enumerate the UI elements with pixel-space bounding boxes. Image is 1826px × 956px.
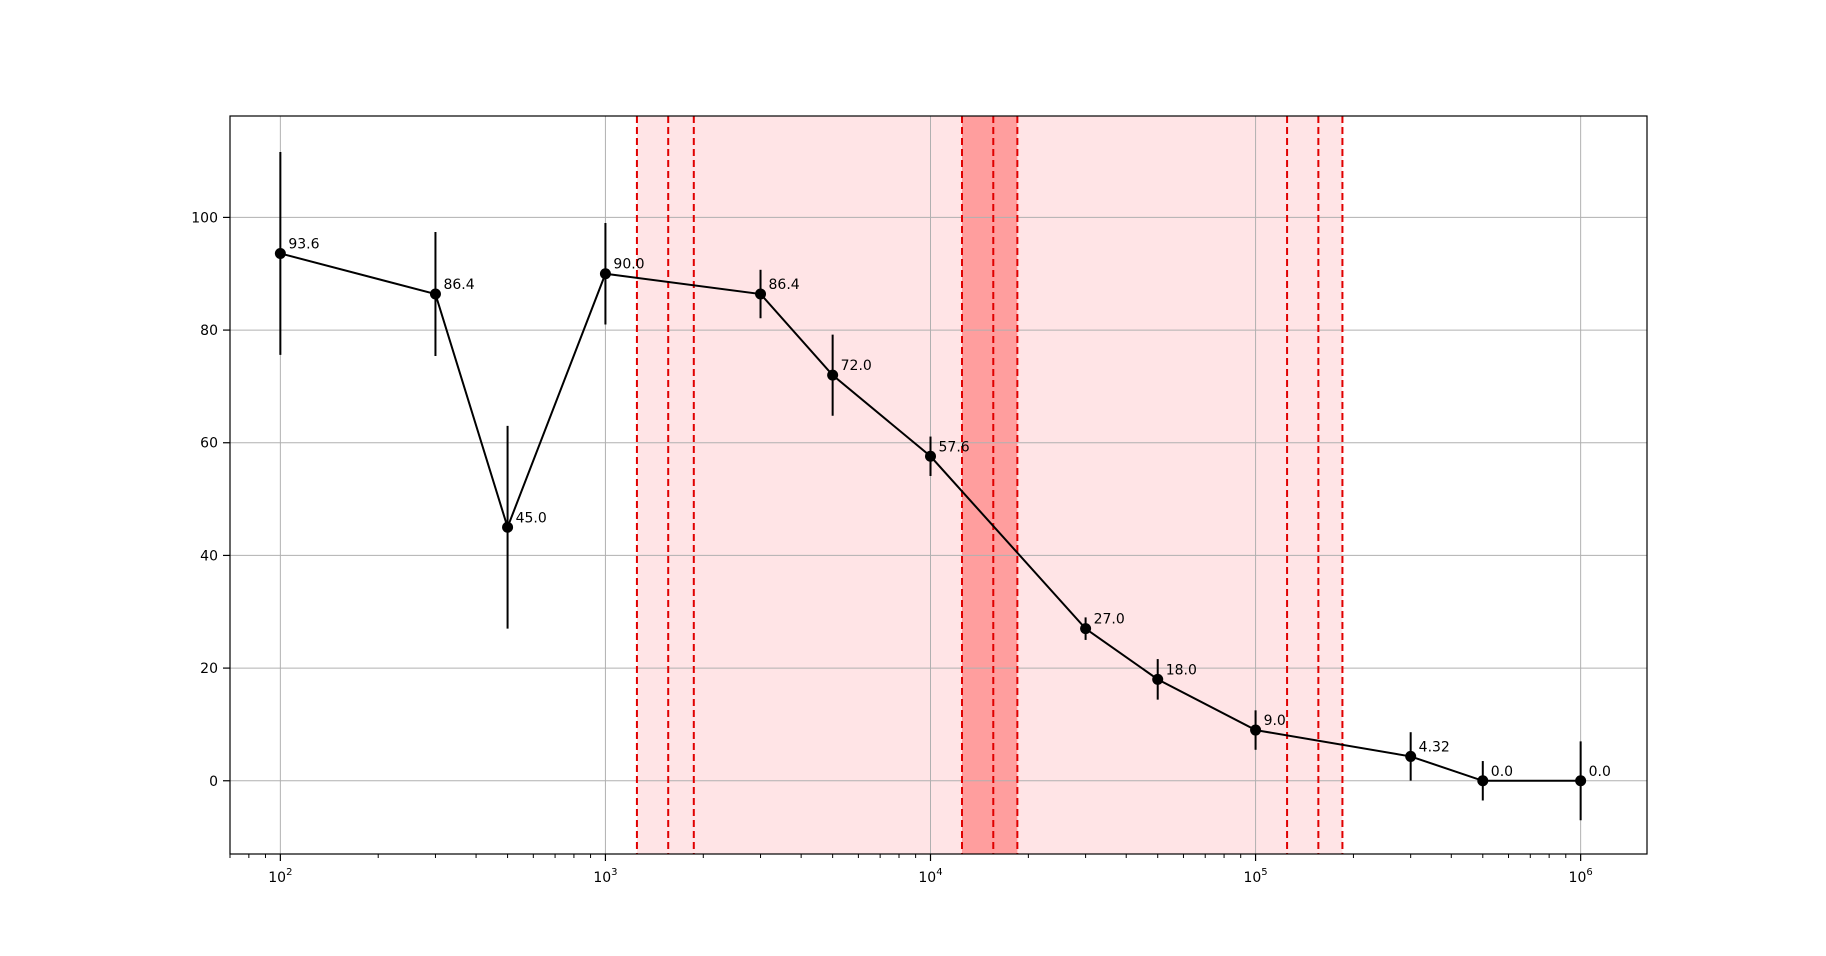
x-tick-label: 102 [268,867,292,886]
data-point [827,369,839,381]
y-axis: 0 20 40 60 80 100 [191,210,230,790]
y-tick-label: 20 [200,661,218,677]
data-labels: 93.6 86.4 45.0 90.0 86.4 72.0 57.6 27.0 18.0 9.0 4… [288,236,1611,779]
axes-frame [229,115,1648,855]
data-label: 93.6 [288,236,319,252]
x-axis: 102 103 104 105 106 [229,854,1593,886]
shaded-bands [636,116,1343,854]
x-tick-label: 103 [593,867,617,886]
data-label: 45.0 [516,510,547,526]
data-point [1477,775,1489,787]
data-label: 57.6 [939,439,970,455]
data-label: 0.0 [1589,764,1611,780]
data-points [274,247,1587,787]
data-label: 72.0 [841,358,872,374]
x-tick-label: 106 [1569,867,1593,886]
data-label: 27.0 [1094,612,1125,628]
data-point [502,521,514,533]
y-tick-label: 0 [209,774,218,790]
grid-lines [230,116,1647,854]
data-point [755,288,767,300]
data-label: 18.0 [1166,662,1197,678]
data-point [925,450,937,462]
data-point [1152,673,1164,685]
y-tick-label: 100 [191,210,218,226]
data-label: 86.4 [769,277,800,293]
y-tick-label: 40 [200,548,218,564]
dashed-vertical-lines [635,116,1344,854]
shaded-band-core [962,116,1018,854]
data-point [274,247,286,259]
data-point [599,268,611,280]
plot-area: 93.6 86.4 45.0 90.0 86.4 72.0 57.6 27.0 18.0 9.0 4… [230,116,1647,854]
data-label: 4.32 [1419,739,1450,755]
data-point [1575,775,1587,787]
data-label: 90.0 [613,257,644,273]
x-tick-label: 104 [918,867,942,886]
data-label: 9.0 [1264,713,1286,729]
data-point [1405,750,1417,762]
data-label: 86.4 [443,277,474,293]
data-point [429,288,441,300]
data-point [1080,623,1092,635]
data-label: 0.0 [1491,764,1513,780]
data-point [1250,724,1262,736]
y-tick-label: 60 [200,436,218,452]
y-tick-label: 80 [200,323,218,339]
x-tick-label: 105 [1243,867,1267,886]
